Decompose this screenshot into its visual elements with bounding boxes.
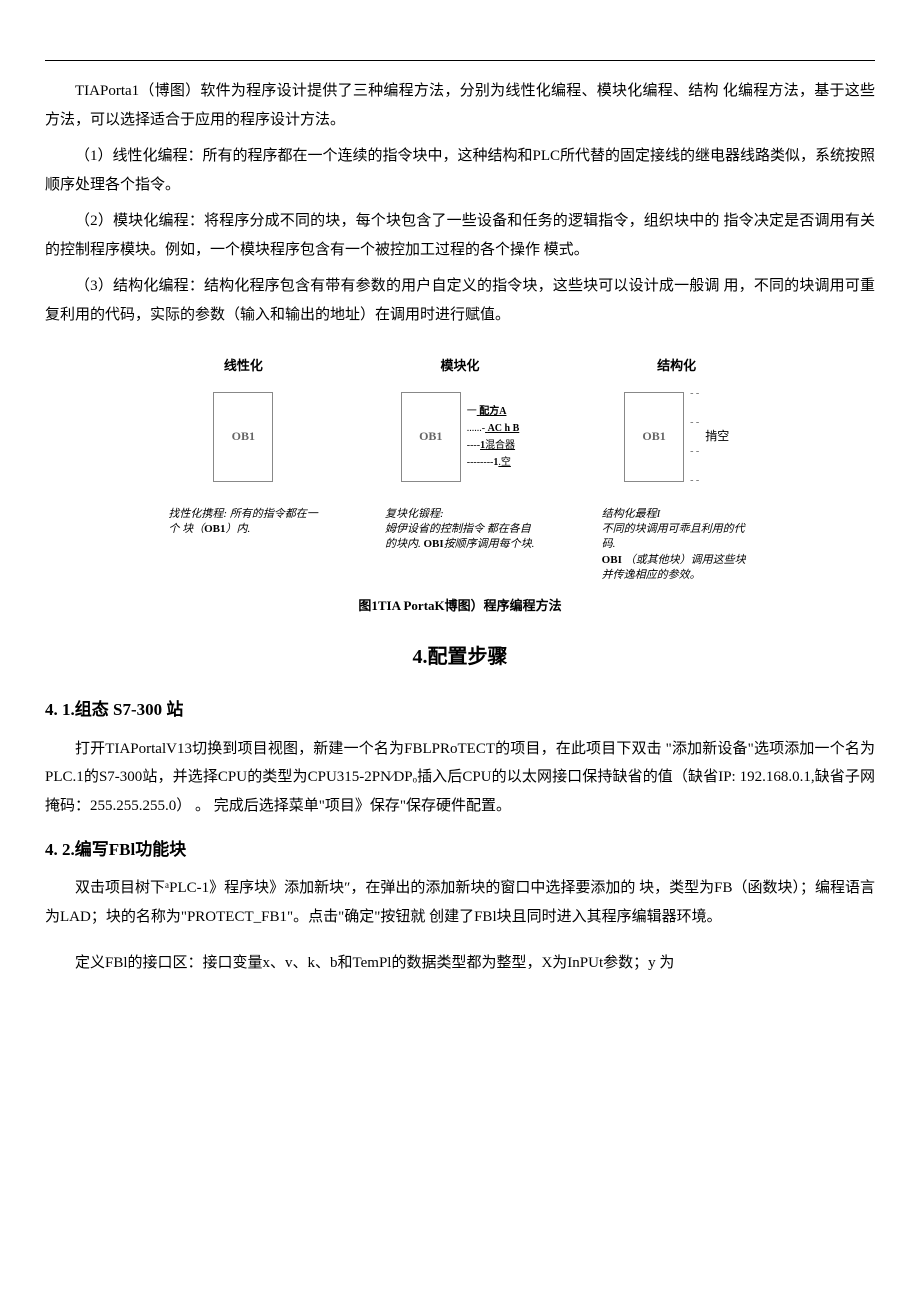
dash-1: - - (690, 384, 699, 403)
dash-2: - - (690, 413, 699, 432)
section-4-1-heading: 4. 1.组态 S7-300 站 (45, 694, 875, 726)
desc-text-3b: （或其他块）调用这些块 并传逸相应的参效。 (602, 554, 746, 581)
label2-text: AC h B (488, 423, 520, 434)
ext-label-structured: 掯空 (705, 425, 729, 448)
diagram-desc-structured: 结构化最程I 不同的块调用可乖且利用的代码. OBI （或其他块）调用这些块 并… (602, 507, 752, 584)
desc-text-3a: 不同的块调用可乖且利用的代码. (602, 523, 745, 550)
desc-prefix: 找性化携程: (168, 508, 227, 520)
diagram-column-modular: 模块化 OB1 一 配方A ......- AC h B ----1混合器 --… (367, 354, 554, 584)
section-4-heading: 4.配置步骤 (45, 638, 875, 676)
label2: AC h B (485, 423, 519, 434)
label3-text: 混合器 (485, 440, 515, 451)
diagram-visual-modular: OB1 一 配方A ......- AC h B ----1混合器 ------… (401, 387, 520, 487)
modular-labels: 一 配方A ......- AC h B ----1混合器 --------1.… (467, 405, 520, 469)
desc-prefix-2: 复块化锻程: (385, 508, 444, 520)
diagram-visual-linear: OB1 (213, 387, 273, 487)
label-empty: --------1.空 (467, 456, 520, 469)
diagram-caption: 图1TIA PortaK博图）程序编程方法 (45, 594, 875, 619)
dash-3: - - (690, 442, 699, 461)
label-achb: ......- AC h B (467, 422, 520, 435)
diagram-desc-modular: 复块化锻程: 姆伊设省的控制指令 都在各自的块内. OBI按顺序调用每个块. (385, 507, 535, 553)
intro-paragraph-1: TIAPorta1（博图）软件为程序设计提供了三种编程方法，分别为线性化编程、模… (45, 77, 875, 134)
label3: 1混合器 (480, 440, 515, 451)
section-4-2-paragraph-1: 双击项目树下ᵃPLC-1》程序块》添加新块″，在弹出的添加新块的窗口中选择要添加… (45, 874, 875, 931)
diagram-column-structured: 结构化 OB1 - - - - - - - - 掯空 结构化最程I 不同的块调用… (583, 354, 770, 584)
label-mixer: ----1混合器 (467, 439, 520, 452)
intro-paragraph-4: （3）结构化编程：结构化程序包含有带有参数的用户自定义的指令块，这些块可以设计成… (45, 272, 875, 329)
label1: 配方A (477, 406, 507, 417)
desc-bold-3: OBI (602, 554, 622, 566)
section-4-2-paragraph-2: 定义FBl的接口区：接口变量x、v、k、b和TemPl的数据类型都为整型，X为I… (45, 949, 875, 978)
desc-bold: OB1 (204, 523, 225, 535)
prefix3: ---- (467, 440, 480, 451)
structured-dashes: - - - - - - - - (690, 384, 699, 490)
dash-4: - - (690, 471, 699, 490)
label4-text: .空 (498, 457, 511, 468)
page-divider (45, 60, 875, 61)
diagram-visual-structured: OB1 - - - - - - - - 掯空 (624, 387, 729, 487)
diagram-title-structured: 结构化 (657, 354, 696, 379)
ob1-box-linear: OB1 (213, 392, 273, 482)
prefix2: ......- (467, 423, 485, 434)
diagram-title-linear: 线性化 (224, 354, 263, 379)
diagram-desc-linear: 找性化携程: 所有的指令都在一个 块（OB1）内. (168, 507, 318, 538)
intro-paragraph-2: （1）线性化编程：所有的程序都在一个连续的指令块中，这种结构和PLC所代替的固定… (45, 142, 875, 199)
diagram-title-modular: 模块化 (441, 354, 480, 379)
label-recipe-a: 一 配方A (467, 405, 520, 418)
section-4-2-heading: 4. 2.编写FBl功能块 (45, 834, 875, 866)
prefix4: -------- (467, 457, 494, 468)
ob1-box-modular: OB1 (401, 392, 461, 482)
programming-methods-diagram: 线性化 OB1 找性化携程: 所有的指令都在一个 块（OB1）内. 模块化 OB… (150, 354, 770, 584)
label1-text: 配方A (479, 406, 506, 417)
desc-prefix-3: 结构化最程I (602, 508, 661, 520)
section-4-1-paragraph: 打开TIAPortalV13切换到项目视图，新建一个名为FBLPRoTECT的项… (45, 735, 875, 821)
diagram-column-linear: 线性化 OB1 找性化携程: 所有的指令都在一个 块（OB1）内. (150, 354, 337, 584)
desc-suffix: ）内. (225, 523, 250, 535)
desc-bold-2: OBI (424, 538, 444, 550)
prefix1: 一 (467, 406, 477, 417)
ob1-box-structured: OB1 (624, 392, 684, 482)
intro-paragraph-3: （2）模块化编程：将程序分成不同的块，每个块包含了一些设备和任务的逻辑指令，组织… (45, 207, 875, 264)
desc-text-2b: 按顺序调用每个块. (444, 538, 535, 550)
